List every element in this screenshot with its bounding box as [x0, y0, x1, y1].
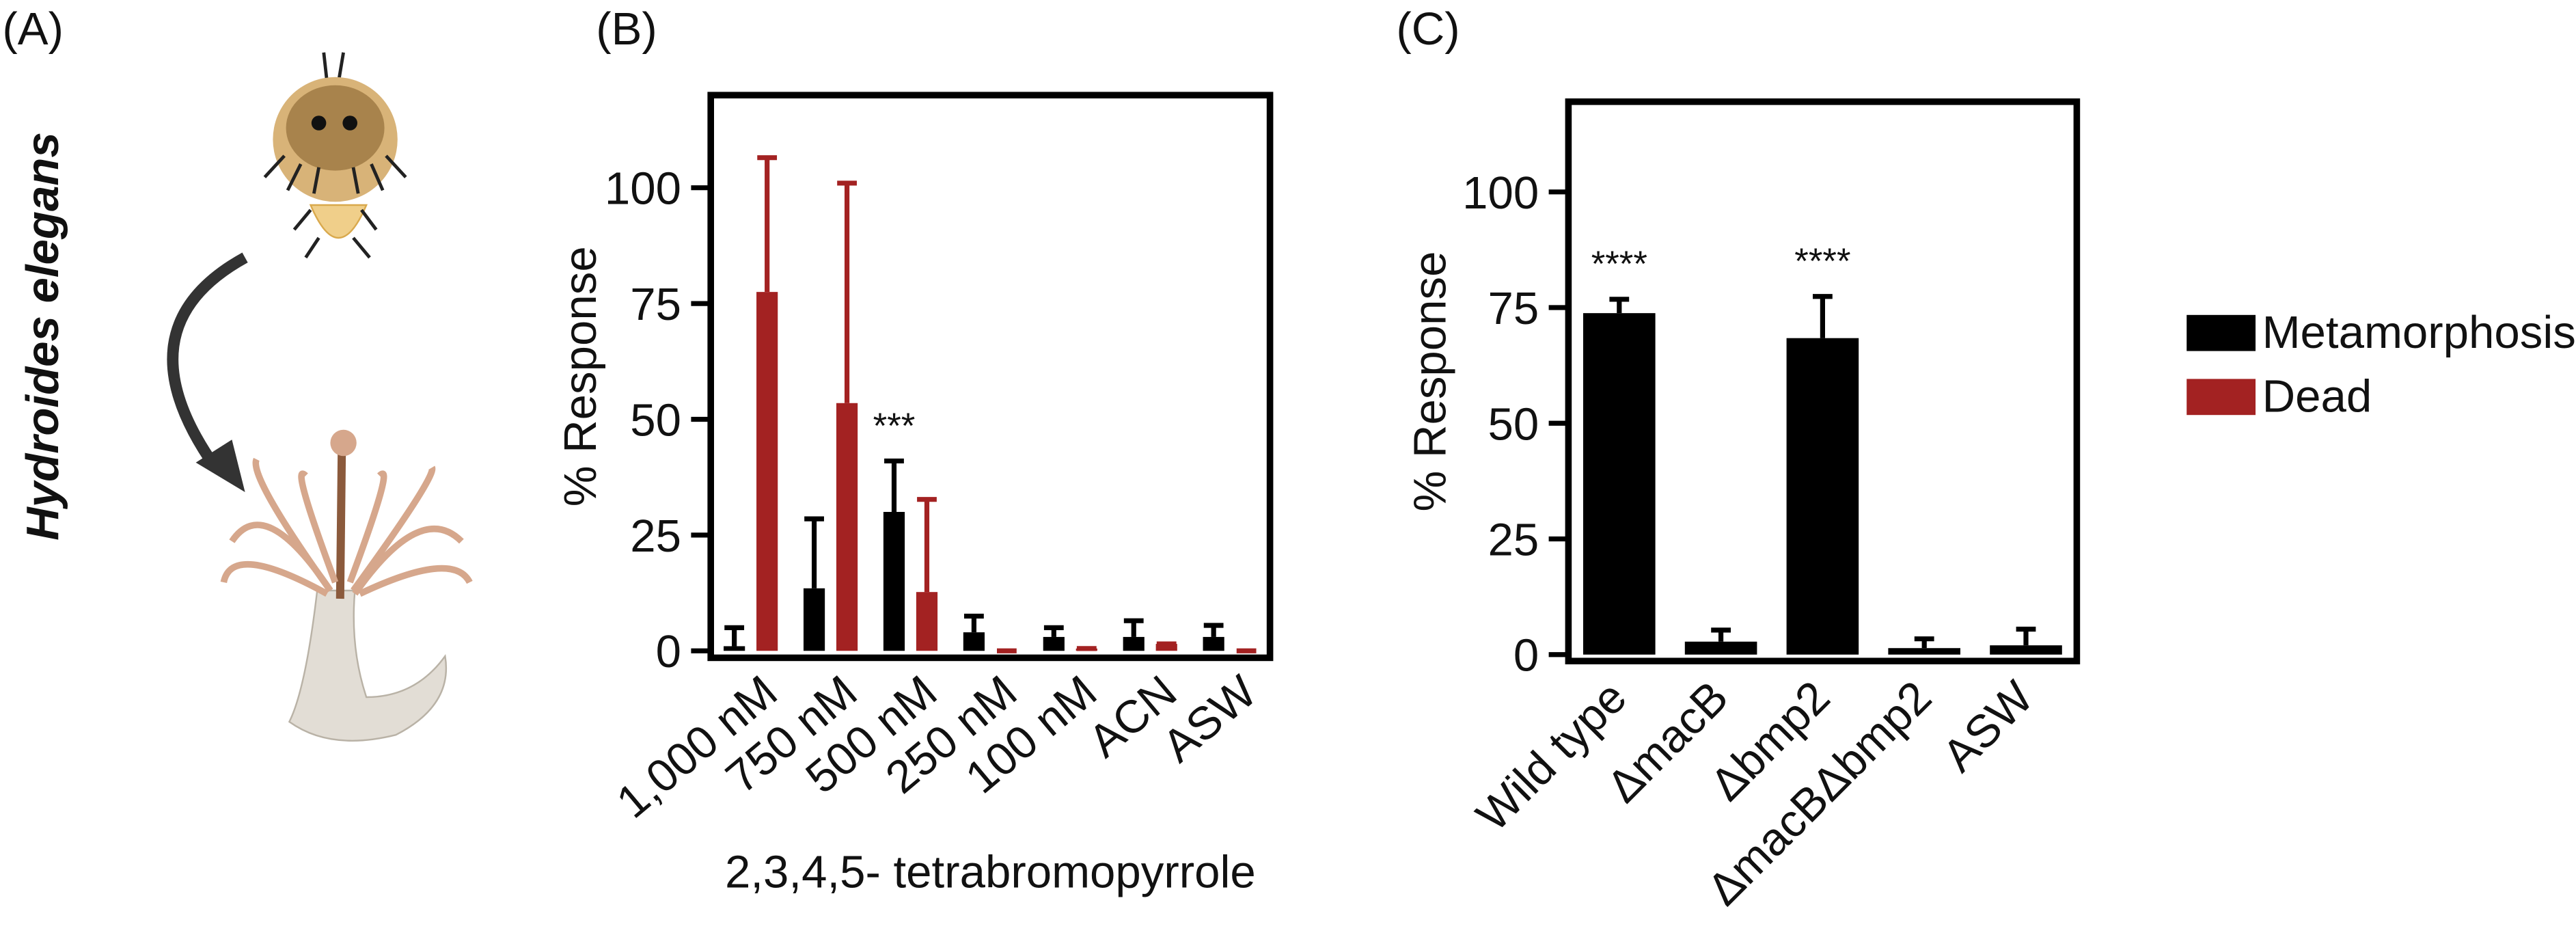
plot-frame	[1565, 98, 2081, 664]
bar	[836, 403, 858, 651]
legend-label: Metamorphosis	[2262, 307, 2576, 358]
y-tick-label: 0	[656, 626, 681, 677]
bar	[1888, 648, 1960, 655]
bar	[1786, 338, 1859, 655]
bar	[1123, 636, 1145, 651]
y-axis-label: % Response	[555, 246, 606, 506]
y-tick-label: 100	[1462, 167, 1539, 219]
larva-illustration	[263, 52, 407, 259]
significance-label: ****	[1794, 241, 1850, 282]
y-tick-label: 75	[1488, 283, 1539, 334]
x-tick-label: ASW	[1153, 666, 1267, 772]
y-tick-label: 100	[605, 163, 681, 215]
plot-frame	[707, 92, 1274, 662]
bar	[1990, 645, 2062, 655]
bar	[724, 646, 745, 651]
y-tick-label: 50	[630, 394, 681, 446]
legend-label: Dead	[2262, 370, 2372, 422]
significance-label: ****	[1591, 244, 1647, 284]
bar	[756, 292, 778, 651]
bar	[1203, 636, 1224, 651]
arrow	[167, 252, 248, 492]
significance-label: ***	[873, 406, 916, 446]
panel-label: (C)	[1396, 3, 1460, 55]
adult-illustration	[220, 429, 473, 742]
bar	[1583, 313, 1656, 655]
legend-swatch	[2187, 314, 2256, 351]
y-tick-label: 75	[630, 279, 681, 330]
panel-label: (B)	[596, 3, 657, 55]
x-tick-label: Wild type	[1466, 671, 1636, 841]
bar	[1684, 641, 1757, 655]
y-tick-label: 25	[1488, 514, 1539, 565]
y-tick-label: 50	[1488, 398, 1539, 450]
x-tick-label: ASW	[1933, 671, 2044, 782]
y-axis-label: % Response	[1404, 252, 1455, 512]
x-axis-label: 2,3,4,5- tetrabromopyrrole	[725, 846, 1256, 897]
y-tick-label: 0	[1513, 630, 1539, 681]
bar	[916, 592, 938, 651]
y-tick-label: 25	[630, 511, 681, 562]
legend-swatch	[2187, 379, 2256, 416]
bar	[883, 511, 905, 651]
bar	[803, 588, 825, 651]
bar	[963, 632, 985, 651]
panel-label: (A)	[2, 3, 64, 55]
bar	[1043, 636, 1065, 651]
bar	[1155, 644, 1177, 651]
organism-label: Hydroides elegans	[17, 132, 68, 540]
